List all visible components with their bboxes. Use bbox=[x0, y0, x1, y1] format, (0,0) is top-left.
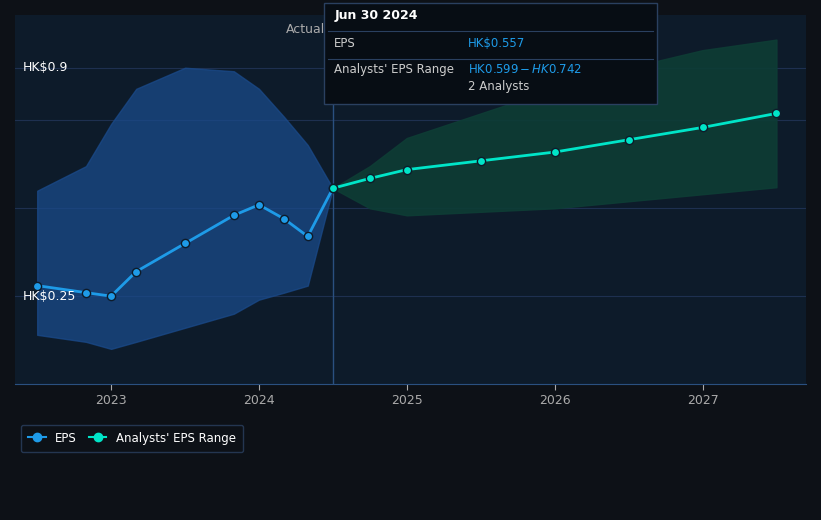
Point bbox=[301, 232, 314, 241]
Point bbox=[227, 211, 241, 219]
Point bbox=[548, 148, 562, 156]
Point bbox=[104, 292, 117, 301]
Text: 2 Analysts: 2 Analysts bbox=[468, 80, 530, 93]
Point bbox=[30, 281, 44, 290]
Text: HK$0.25: HK$0.25 bbox=[22, 290, 76, 303]
Text: Jun 30 2024: Jun 30 2024 bbox=[334, 9, 418, 22]
Text: Analysts Forecasts: Analysts Forecasts bbox=[340, 22, 456, 35]
Point bbox=[277, 215, 291, 223]
Point bbox=[363, 174, 376, 183]
Point bbox=[80, 289, 93, 297]
Legend: EPS, Analysts' EPS Range: EPS, Analysts' EPS Range bbox=[21, 425, 243, 452]
Text: EPS: EPS bbox=[334, 37, 355, 50]
Text: Analysts' EPS Range: Analysts' EPS Range bbox=[334, 63, 454, 76]
Text: HK$0.9: HK$0.9 bbox=[22, 61, 68, 74]
Point bbox=[326, 184, 339, 192]
Point bbox=[696, 123, 709, 132]
Point bbox=[400, 165, 413, 174]
Point bbox=[130, 267, 143, 276]
Point bbox=[252, 201, 265, 209]
Point bbox=[326, 184, 339, 192]
Text: Actual: Actual bbox=[287, 22, 325, 35]
Point bbox=[622, 136, 635, 144]
Point bbox=[770, 109, 783, 118]
Point bbox=[178, 239, 191, 248]
Point bbox=[475, 157, 488, 165]
Text: HK$0.599 - HK$0.742: HK$0.599 - HK$0.742 bbox=[468, 63, 582, 76]
Text: HK$0.557: HK$0.557 bbox=[468, 37, 525, 50]
